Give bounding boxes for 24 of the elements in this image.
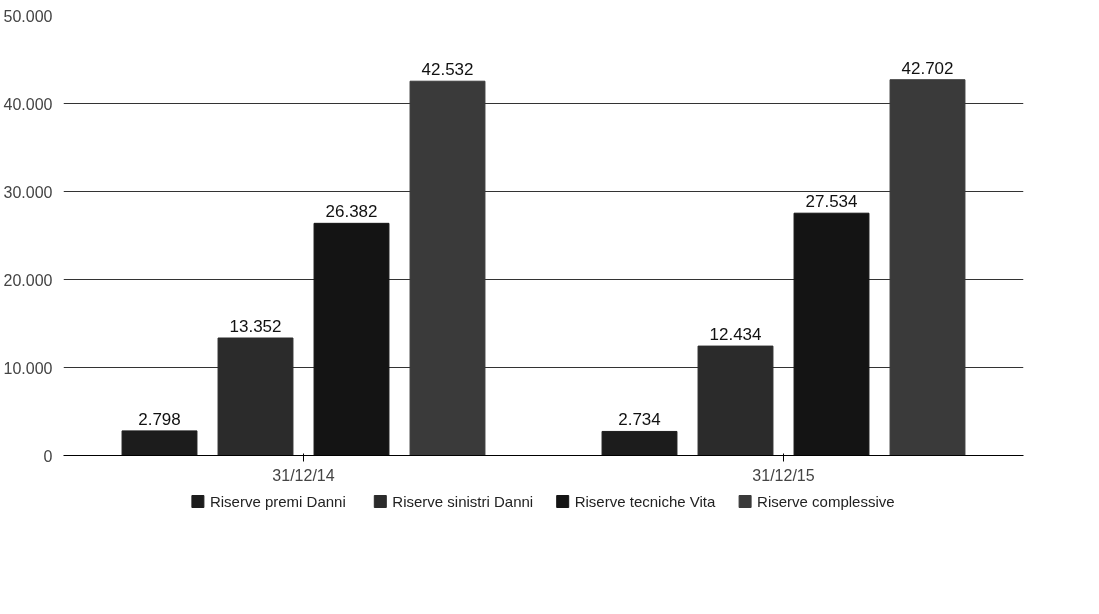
data-label: 27.534 <box>805 192 858 212</box>
legend-label: Riserve sinistri Danni <box>392 493 534 510</box>
y-tick-label: 40.000 <box>3 95 53 113</box>
x-tick-label: 31/12/15 <box>752 466 815 484</box>
bar <box>121 430 198 456</box>
data-label: 12.434 <box>709 325 762 345</box>
y-tick-label: 30.000 <box>3 183 53 201</box>
legend-label: Riserve tecniche Vita <box>574 493 716 510</box>
legend-label: Riserve complessive <box>757 493 895 510</box>
data-label: 2.798 <box>138 409 181 429</box>
y-tick-label: 50.000 <box>3 7 53 25</box>
data-label: 42.702 <box>901 58 954 78</box>
data-label: 13.352 <box>229 317 282 336</box>
bar <box>313 222 390 456</box>
bar <box>793 212 870 456</box>
data-label: 2.734 <box>618 410 661 430</box>
bar <box>601 430 678 456</box>
data-label: 26.382 <box>325 202 378 222</box>
data-label: 42.532 <box>421 60 474 80</box>
y-tick-label: 10.000 <box>3 359 53 377</box>
y-tick-label: 0 <box>43 447 53 465</box>
y-tick-label: 20.000 <box>3 271 53 289</box>
legend-label: Riserve premi Danni <box>209 493 346 510</box>
x-tick-label: 31/12/14 <box>272 466 335 484</box>
